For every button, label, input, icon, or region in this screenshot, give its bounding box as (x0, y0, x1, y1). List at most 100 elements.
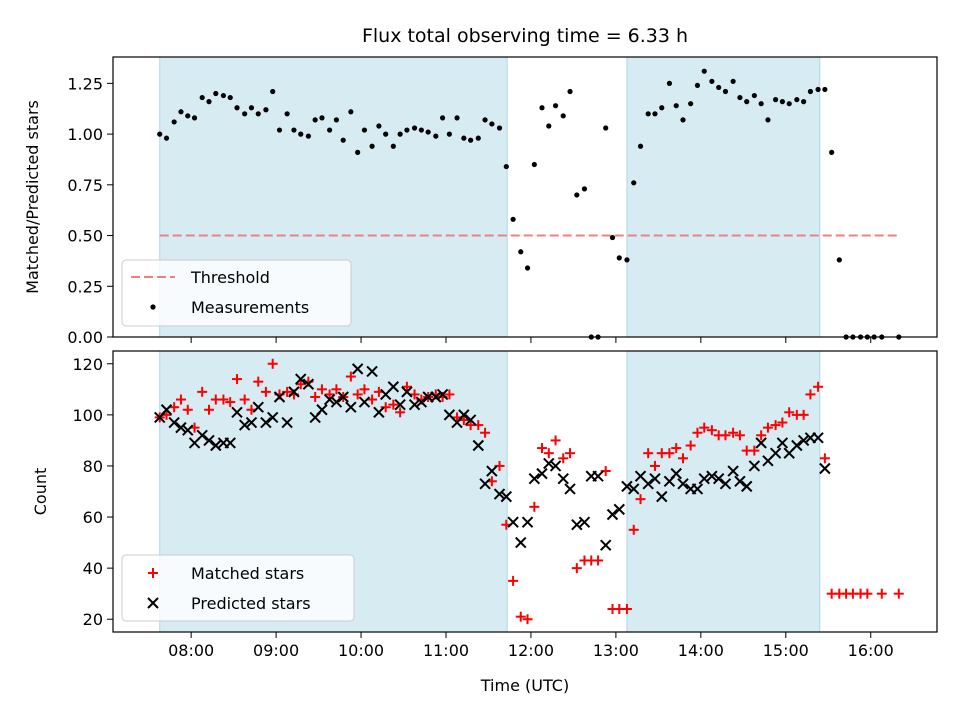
matched-star-point (324, 389, 335, 400)
predicted-star-point-b (543, 457, 555, 470)
measurement-point (312, 117, 318, 123)
predicted-star-point-b (443, 409, 456, 421)
matched-star-point (692, 427, 703, 438)
measurement-point (503, 163, 509, 170)
predicted-star-point (649, 473, 661, 485)
measurement-point (730, 78, 736, 84)
matched-star-point (565, 448, 576, 459)
predicted-star-point (791, 439, 803, 452)
measurement-point (574, 192, 580, 198)
measurement-point (319, 115, 325, 121)
predicted-star-point (175, 421, 187, 434)
predicted-star-point (415, 396, 428, 408)
measurement-point (270, 88, 276, 95)
predicted-star-point (281, 416, 293, 429)
predicted-star-point-b (415, 396, 428, 408)
matched-star-point (777, 417, 788, 428)
predicted-star-point (599, 539, 612, 551)
bottom-y-tick-label: 40 (83, 559, 103, 578)
predicted-star-point-b (755, 437, 767, 449)
predicted-star-point (536, 467, 548, 480)
measurement-point (836, 257, 842, 263)
measurement-point (178, 109, 184, 115)
predicted-star-point-b (712, 473, 725, 485)
bottom-legend: Matched stars Predicted stars (121, 554, 355, 622)
predicted-star-point (210, 439, 222, 452)
measurement-point (213, 90, 219, 97)
predicted-star-point (252, 401, 264, 413)
predicted-star-point-b (493, 488, 506, 500)
predicted-star-point (592, 470, 604, 482)
measurement-point (815, 86, 821, 93)
predicted-star-point-b (316, 404, 328, 416)
measurement-point (191, 115, 198, 121)
matched-star-point (182, 404, 193, 415)
predicted-star-point-b (769, 447, 782, 459)
measurement-point (242, 111, 248, 117)
predicted-star-point-b (734, 475, 746, 487)
bottom-x-tick-label: 08:00 (168, 641, 214, 660)
measurement-point (716, 84, 722, 91)
matched-star-point (352, 389, 363, 400)
matched-star-point (571, 563, 582, 574)
measurement-point (822, 86, 828, 93)
predicted-star-point-b (606, 508, 619, 521)
matched-star-point (728, 427, 739, 438)
measurement-point (361, 127, 368, 133)
predicted-star-point-b (281, 416, 293, 429)
bottom-panel: 20 40 60 80 100 120 08:00 09:00 10:00 11:00 12:00 1… (31, 350, 938, 660)
predicted-star-point (493, 488, 506, 500)
predicted-star-point (578, 516, 591, 528)
predicted-star-point-b (182, 424, 194, 436)
measurement-point (807, 88, 814, 95)
predicted-star-point-b (797, 434, 810, 447)
matched-star-point (706, 425, 717, 436)
predicted-star-point (557, 473, 569, 485)
bottom-y-tick-label: 120 (72, 355, 103, 374)
predicted-star-point-b (628, 483, 640, 495)
predicted-star-point (677, 478, 689, 490)
predicted-star-point-b (479, 478, 491, 490)
predicted-star-point-b (670, 467, 682, 480)
measurement-point (411, 125, 418, 131)
matched-star-point (295, 379, 306, 390)
top-y-tick-label: 0.50 (67, 227, 103, 246)
measurement-point (624, 257, 630, 263)
measurement-point (758, 101, 764, 107)
predicted-star-point (571, 519, 583, 531)
predicted-star-point (168, 416, 180, 429)
top-legend: Threshold Measurements (121, 259, 352, 327)
matched-star-point (175, 394, 186, 405)
predicted-star-point-b (345, 401, 357, 413)
matched-star-point (756, 430, 767, 441)
predicted-star-point (712, 473, 725, 485)
measurement-point (829, 149, 835, 155)
predicted-star-point (401, 386, 413, 398)
predicted-star-point-b (408, 398, 421, 411)
predicted-star-point-b (366, 365, 378, 378)
matched-star-point (331, 384, 342, 395)
predicted-star-point (507, 516, 519, 528)
predicted-star-point (182, 424, 194, 436)
matched-star-point (798, 409, 809, 420)
measurement-point (581, 186, 588, 192)
bottom-y-tick-label: 100 (72, 406, 103, 425)
bottom-x-tick-label: 13:00 (593, 641, 639, 660)
bottom-x-tick-label: 12:00 (508, 641, 554, 660)
predicted-star-point (358, 396, 371, 408)
predicted-star-point (196, 429, 208, 442)
predicted-star-point-b (330, 396, 343, 408)
measurement-point (645, 111, 651, 117)
top-panel: 0.00 0.25 0.50 0.75 1.00 1.25 Matched/Predicte… (23, 56, 938, 347)
predicted-star-point-b (351, 363, 364, 375)
predicted-star-point-b (706, 470, 718, 482)
predicted-star-point-b (578, 516, 591, 528)
measurement-point (199, 94, 205, 101)
legend-predicted-swatch-b (147, 597, 159, 609)
predicted-star-point-b (649, 473, 661, 485)
predicted-star-point-b (564, 483, 576, 495)
measurement-point (688, 101, 694, 107)
measurement-point (475, 135, 481, 141)
predicted-star-point-b (401, 386, 413, 398)
top-y-tick-label: 0.00 (67, 328, 103, 347)
